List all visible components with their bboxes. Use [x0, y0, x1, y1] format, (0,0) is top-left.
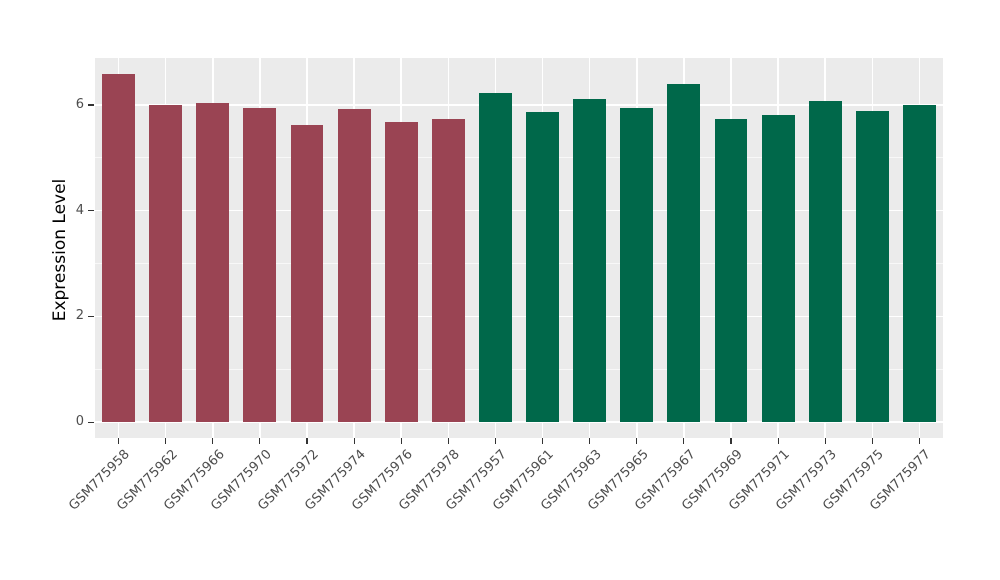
y-axis-tick	[88, 315, 94, 318]
bar-GSM775973	[808, 100, 842, 423]
bar-GSM775967	[667, 83, 701, 423]
bar-GSM775966	[196, 103, 230, 423]
bar-GSM775963	[573, 99, 607, 423]
y-axis-tick	[88, 210, 94, 212]
x-axis-tick	[212, 438, 214, 444]
gridline-major	[95, 315, 943, 318]
x-axis-tick	[447, 438, 449, 444]
gridline-major	[95, 209, 943, 212]
bar-GSM775957	[478, 92, 512, 423]
x-axis-tick	[400, 438, 402, 444]
x-axis-tick	[777, 438, 779, 444]
x-axis-tick	[871, 438, 873, 444]
y-axis-tick-label: 0	[75, 414, 84, 430]
x-axis-tick	[541, 438, 544, 444]
bar-GSM775969	[714, 119, 748, 423]
x-axis-tick	[117, 438, 120, 444]
x-axis-tick	[306, 438, 308, 444]
bar-GSM775974	[337, 108, 371, 423]
x-axis-tick	[165, 438, 167, 444]
y-axis-tick	[88, 104, 94, 106]
bar-GSM775972	[290, 124, 324, 423]
plot-panel	[95, 58, 943, 438]
y-axis-tick-label: 4	[75, 202, 84, 218]
bar-GSM775961	[526, 112, 560, 423]
x-axis-tick	[589, 438, 591, 444]
x-axis-tick	[353, 438, 355, 444]
gridline-minor	[95, 368, 943, 370]
y-axis-tick	[88, 421, 94, 423]
x-axis-tick	[259, 438, 261, 444]
x-axis-tick	[918, 438, 921, 444]
x-axis-tick	[730, 438, 732, 444]
gridline-major	[95, 421, 943, 423]
bar-GSM775970	[243, 108, 277, 423]
bar-GSM775965	[620, 108, 654, 423]
gridline-minor	[95, 157, 943, 159]
y-axis-title: Expression Level	[50, 178, 70, 322]
bar-GSM775958	[102, 73, 136, 423]
gridline-minor	[95, 263, 943, 265]
x-axis-tick	[494, 438, 497, 444]
x-axis-tick	[683, 438, 685, 444]
x-axis-tick	[636, 438, 638, 444]
bar-GSM775976	[384, 121, 418, 423]
x-axis-tick	[824, 438, 826, 444]
y-axis-tick-label: 2	[75, 308, 84, 324]
bar-GSM775978	[431, 118, 465, 423]
gridline-major	[95, 104, 943, 106]
y-axis-tick-label: 6	[75, 97, 84, 113]
bar-GSM775977	[902, 105, 936, 423]
bar-GSM775971	[761, 115, 795, 423]
bar-GSM775962	[149, 105, 183, 423]
bar-GSM775975	[855, 110, 889, 423]
